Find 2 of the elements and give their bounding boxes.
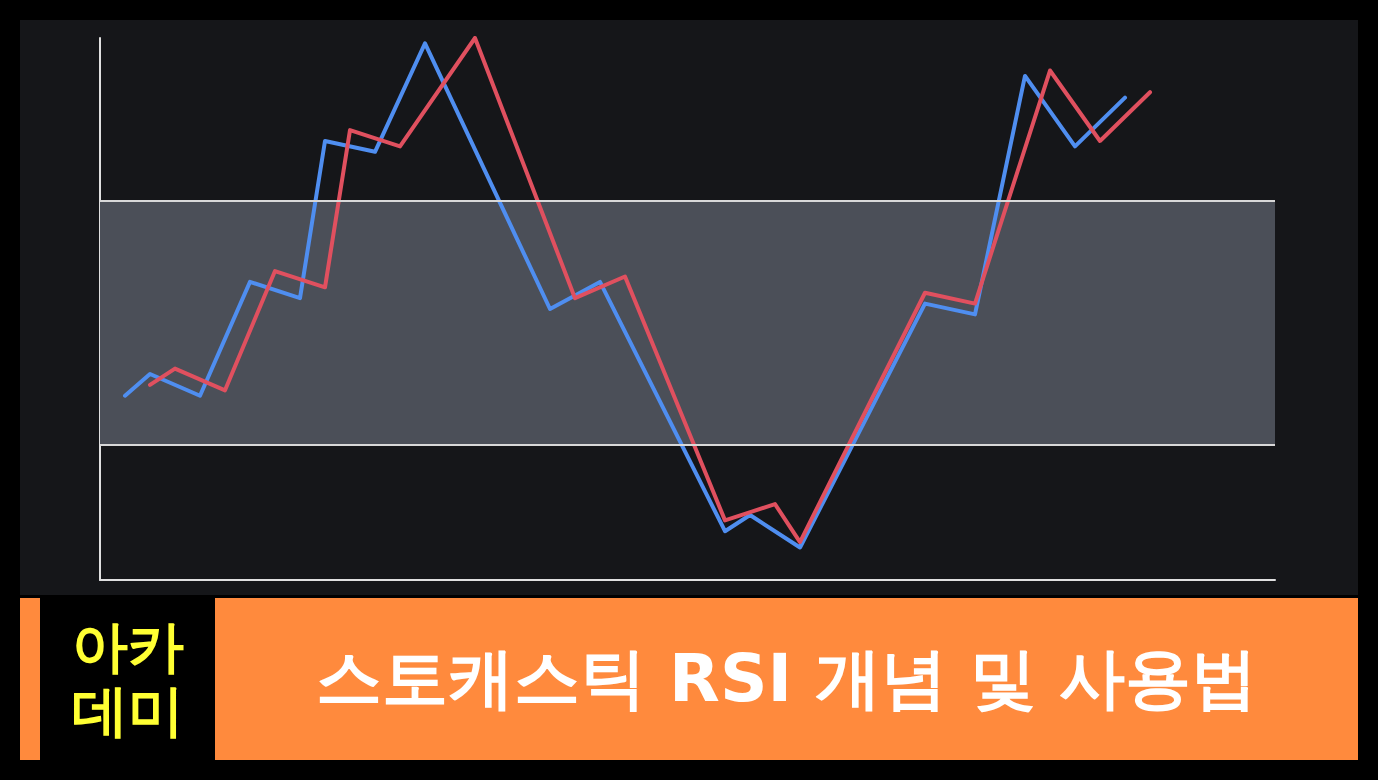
text: 아카데미 [70,613,185,744]
text: 스토캐스틱 RSI 개념 및 사용법 [316,639,1257,719]
